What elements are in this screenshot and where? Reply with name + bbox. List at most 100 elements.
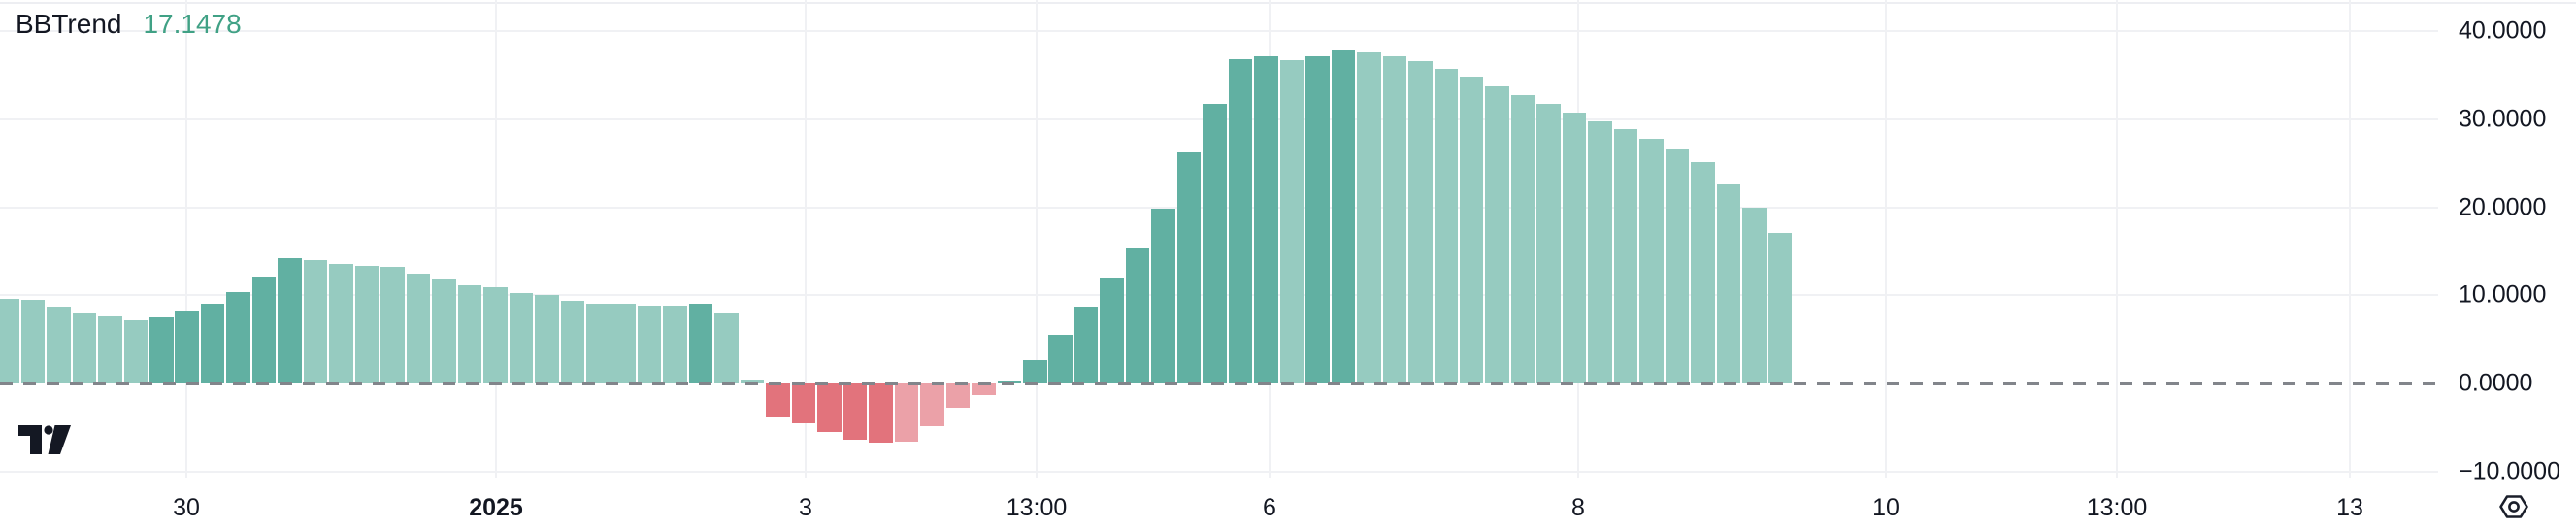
histogram-bar (1203, 103, 1227, 383)
histogram-bar (380, 267, 405, 383)
time-axis-label: 3 (799, 494, 812, 521)
histogram-bar (123, 319, 149, 383)
histogram-bar (766, 383, 790, 418)
histogram-bar (226, 291, 250, 383)
histogram-bar (98, 316, 122, 383)
histogram-bar (637, 305, 662, 383)
histogram-bar (894, 383, 919, 442)
histogram-bar (1279, 60, 1305, 383)
time-axis-label: 2025 (469, 494, 523, 521)
histogram-bar (791, 383, 816, 423)
histogram-bar (1691, 162, 1715, 383)
histogram-bar (1382, 55, 1407, 383)
histogram-bar (1100, 278, 1124, 383)
histogram-bar (1767, 232, 1793, 383)
histogram-bar (740, 379, 765, 383)
histogram-bar (200, 303, 225, 383)
histogram-bar (303, 260, 328, 383)
histogram-bar (842, 383, 868, 441)
settings-gear-icon[interactable] (2498, 493, 2529, 520)
histogram-bar (945, 383, 971, 409)
histogram-bar (1357, 52, 1381, 383)
histogram-bar (1331, 50, 1356, 383)
histogram-bar (586, 303, 611, 383)
time-axis-label: 13:00 (1006, 494, 1068, 521)
vertical-gridline (185, 0, 187, 478)
indicator-legend[interactable]: BBTrend 17.1478 (16, 8, 242, 41)
histogram-bar (1716, 184, 1741, 383)
price-axis-label: −10.0000 (2459, 457, 2560, 485)
histogram-bar (663, 305, 687, 383)
vertical-gridline (495, 0, 497, 478)
price-axis-label: 40.0000 (2459, 17, 2547, 45)
zero-baseline-dashed (0, 382, 2438, 385)
histogram-bar (1562, 112, 1587, 383)
histogram-bar (714, 312, 739, 383)
histogram-bar (1742, 207, 1767, 383)
histogram-bar (1125, 248, 1150, 383)
histogram-bar (997, 381, 1022, 383)
histogram-bar (1176, 151, 1202, 383)
horizontal-gridline (0, 30, 2438, 33)
histogram-bar (20, 299, 46, 383)
histogram-bar (175, 310, 199, 383)
histogram-bar (1485, 85, 1509, 383)
histogram-bar (251, 277, 277, 383)
tradingview-logo[interactable] (17, 423, 74, 456)
histogram-bar (560, 300, 585, 383)
histogram-bar (509, 292, 534, 383)
vertical-gridline (2116, 0, 2118, 478)
time-axis-label: 13 (2336, 494, 2363, 521)
histogram-bar (1073, 307, 1099, 383)
histogram-bar (1305, 55, 1330, 383)
histogram-bar (1408, 61, 1433, 383)
price-axis-label: 30.0000 (2459, 105, 2547, 133)
price-axis[interactable]: 40.0000 30.0000 20.0000 10.0000 0.0000 −10.00… (2438, 0, 2576, 484)
histogram-bar (329, 263, 353, 383)
time-axis-label: 13:00 (2086, 494, 2148, 521)
horizontal-gridline (0, 470, 2438, 473)
indicator-last-value: 17.1478 (143, 9, 242, 39)
histogram-bar (1588, 120, 1612, 383)
histogram-bar (0, 298, 19, 383)
vertical-gridline (2349, 0, 2351, 478)
price-axis-label: 10.0000 (2459, 281, 2547, 309)
histogram-bar (1665, 149, 1690, 383)
histogram-bar (1510, 94, 1536, 383)
histogram-bar (1639, 138, 1664, 383)
price-axis-label: 20.0000 (2459, 193, 2547, 221)
price-axis-label: 0.0000 (2459, 369, 2533, 397)
histogram-bar (1434, 69, 1459, 383)
histogram-bar (869, 383, 893, 443)
histogram-bar (354, 266, 380, 383)
indicator-title[interactable]: BBTrend (16, 9, 122, 39)
histogram-bar (1048, 335, 1073, 383)
vertical-gridline (805, 0, 807, 478)
histogram-bar (972, 383, 996, 395)
time-axis-label: 30 (173, 494, 200, 521)
chart-plot-area[interactable] (0, 0, 2438, 478)
histogram-bar (406, 273, 431, 383)
vertical-gridline (1036, 0, 1038, 478)
histogram-bar (483, 287, 508, 383)
histogram-bar (47, 307, 71, 383)
histogram-bar (1228, 58, 1253, 383)
histogram-bar (149, 317, 174, 383)
histogram-bar (1023, 359, 1047, 383)
histogram-bar (1613, 129, 1638, 383)
time-axis-label: 6 (1263, 494, 1276, 521)
histogram-bar (920, 383, 944, 427)
vertical-gridline (1885, 0, 1887, 478)
histogram-bar (72, 313, 97, 383)
pane-separator[interactable] (0, 2, 2576, 4)
histogram-bar (457, 285, 482, 383)
histogram-bar (688, 303, 713, 383)
histogram-bar (278, 258, 302, 383)
time-axis[interactable]: 30 2025 3 13:00 6 8 10 13:00 13 (0, 478, 2576, 530)
histogram-bar (1151, 208, 1175, 383)
histogram-bar (817, 383, 842, 432)
time-axis-label: 10 (1872, 494, 1899, 521)
histogram-bar (611, 303, 636, 383)
histogram-bar (1459, 76, 1484, 383)
